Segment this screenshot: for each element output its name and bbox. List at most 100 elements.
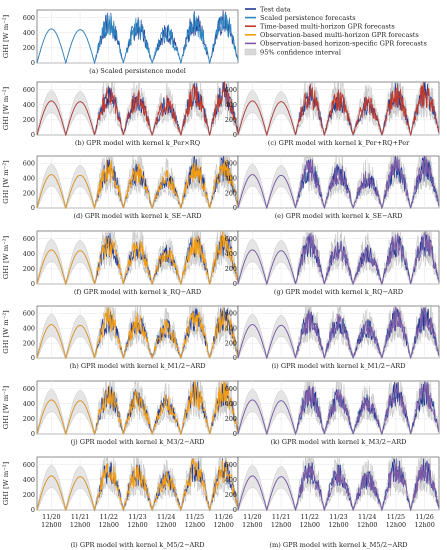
forecast-line (36, 231, 239, 286)
panel-caption: (d) GPR model with kernel k_SE−ARD (73, 212, 201, 220)
y-tick-label: 200 (225, 415, 237, 423)
x-tick-label: 12h00 (271, 521, 291, 529)
panel-caption: (a) Scaled persistence model (89, 67, 186, 75)
x-tick-label: 12h00 (213, 521, 233, 529)
y-axis-label: GHI [W m⁻²] (2, 461, 10, 505)
y-tick-label: 0 (31, 131, 35, 139)
y-tick-label: 400 (23, 250, 35, 258)
panel-caption: (i) GPR model with kernel k_M1/2−ARD (271, 362, 405, 370)
y-tick-label: 0 (233, 204, 237, 212)
panel-caption: (k) GPR model with kernel k_M3/2−ARD (271, 438, 407, 446)
forecast-line (237, 458, 440, 512)
y-tick-label: 200 (225, 265, 237, 273)
panel-e: 0 200 400 600 (e) GPR model with kernel k_SE… (225, 155, 440, 220)
x-tick-label: 11/25 (387, 513, 405, 521)
y-tick-label: 200 (23, 265, 35, 273)
y-tick-label: 0 (31, 280, 35, 288)
y-tick-label: 0 (233, 506, 237, 514)
forecast-line (237, 155, 440, 210)
y-tick-label: 400 (23, 29, 35, 37)
y-tick-label: 600 (23, 14, 35, 22)
panel-d: 0 200 400 600 (d) GPR model with kernel k_SE… (23, 155, 239, 220)
x-tick-label: 11/20 (243, 513, 261, 521)
panel-caption: (m) GPR model with kernel k_M5/2−ARD (269, 541, 407, 549)
legend-label: Time-based multi-horizon GPR forecasts (260, 23, 395, 31)
y-tick-label: 600 (225, 86, 237, 94)
y-tick-label: 200 (23, 339, 35, 347)
y-tick-label: 400 (225, 476, 237, 484)
legend-label: Observation-based horizon-specific GPR f… (260, 40, 427, 48)
x-tick-label: 12h00 (156, 521, 176, 529)
forecast-line (237, 380, 440, 436)
panel-k: 0 200 400 600 (k) GPR model with kernel k_M3… (225, 380, 440, 446)
x-tick-label: 12h00 (300, 521, 320, 529)
panel-l: 0 200 400 600 (l) GPR model with kernel k_M5… (23, 456, 239, 549)
y-tick-label: 400 (225, 174, 237, 182)
x-tick-label: 11/21 (71, 513, 89, 521)
x-tick-label: 12h00 (70, 521, 90, 529)
y-tick-label: 0 (31, 354, 35, 362)
forecast-line (36, 458, 239, 512)
panel-caption: (e) GPR model with kernel k_SE−ARD (275, 212, 403, 220)
panel-caption: (b) GPR model with kernel k_Per×RQ (75, 139, 201, 147)
y-tick-label: 600 (23, 235, 35, 243)
panel-caption: (g) GPR model with kernel k_RQ−ARD (274, 288, 403, 296)
x-tick-label: 12h00 (357, 521, 377, 529)
y-tick-label: 200 (23, 491, 35, 499)
y-axis-label: GHI [W m⁻²] (2, 14, 10, 58)
y-tick-label: 0 (233, 280, 237, 288)
y-tick-label: 200 (23, 189, 35, 197)
panel-b: 0 200 400 600 (b) GPR model with kernel k_Pe… (23, 80, 239, 147)
legend-swatch (244, 48, 257, 56)
forecast-line (36, 80, 239, 137)
panel-j: 0 200 400 600 (j) GPR model with kernel k_M3… (23, 379, 239, 446)
legend-label: Scaled persistence forecasts (260, 14, 356, 22)
legend-label: Test data (260, 5, 291, 13)
y-tick-label: 0 (31, 506, 35, 514)
y-tick-label: 0 (233, 430, 237, 438)
y-tick-label: 0 (233, 131, 237, 139)
x-tick-label: 12h00 (41, 521, 61, 529)
y-tick-label: 200 (225, 339, 237, 347)
y-axis-label: GHI [W m⁻²] (2, 235, 10, 279)
y-tick-label: 600 (225, 461, 237, 469)
forecast-line (36, 307, 239, 360)
panel-c: 0 200 400 600 (c) GPR model with kernel k_Pe… (225, 81, 440, 147)
forecast-line (36, 12, 239, 65)
x-tick-label: 12h00 (185, 521, 205, 529)
x-tick-label: 12h00 (328, 521, 348, 529)
panel-caption: (f) GPR model with kernel k_RQ−ARD (74, 288, 201, 296)
confidence-band (237, 380, 440, 435)
y-tick-label: 400 (225, 400, 237, 408)
y-tick-label: 400 (23, 101, 35, 109)
forecast-line (237, 306, 440, 360)
panel-g: 0 200 400 600 (g) GPR model with kernel k_RQ… (225, 230, 440, 296)
y-tick-label: 600 (23, 86, 35, 94)
y-axis-label: GHI [W m⁻²] (2, 86, 10, 130)
y-tick-label: 600 (225, 385, 237, 393)
x-tick-label: 11/23 (329, 513, 347, 521)
y-axis-label: GHI [W m⁻²] (2, 310, 10, 354)
panel-caption: (l) GPR model with kernel k_M5/2−ARD (70, 541, 204, 549)
y-tick-label: 0 (31, 430, 35, 438)
y-tick-label: 200 (23, 44, 35, 52)
y-tick-label: 400 (23, 476, 35, 484)
y-tick-label: 400 (225, 324, 237, 332)
y-tick-label: 200 (225, 491, 237, 499)
y-tick-label: 600 (225, 310, 237, 318)
y-tick-label: 600 (225, 160, 237, 168)
y-tick-label: 0 (31, 59, 35, 67)
y-tick-label: 400 (225, 101, 237, 109)
y-tick-label: 200 (225, 189, 237, 197)
panel-a: 0 200 400 600 (a) Scaled persistence model (23, 9, 239, 75)
x-tick-label: 12h00 (127, 521, 147, 529)
y-tick-label: 600 (225, 235, 237, 243)
y-tick-label: 200 (23, 116, 35, 124)
y-tick-label: 600 (23, 385, 35, 393)
legend-label: 95% confidence interval (260, 48, 341, 56)
y-tick-label: 400 (23, 324, 35, 332)
y-tick-label: 600 (23, 310, 35, 318)
panel-f: 0 200 400 600 (f) GPR model with kernel k_RQ… (23, 230, 239, 296)
